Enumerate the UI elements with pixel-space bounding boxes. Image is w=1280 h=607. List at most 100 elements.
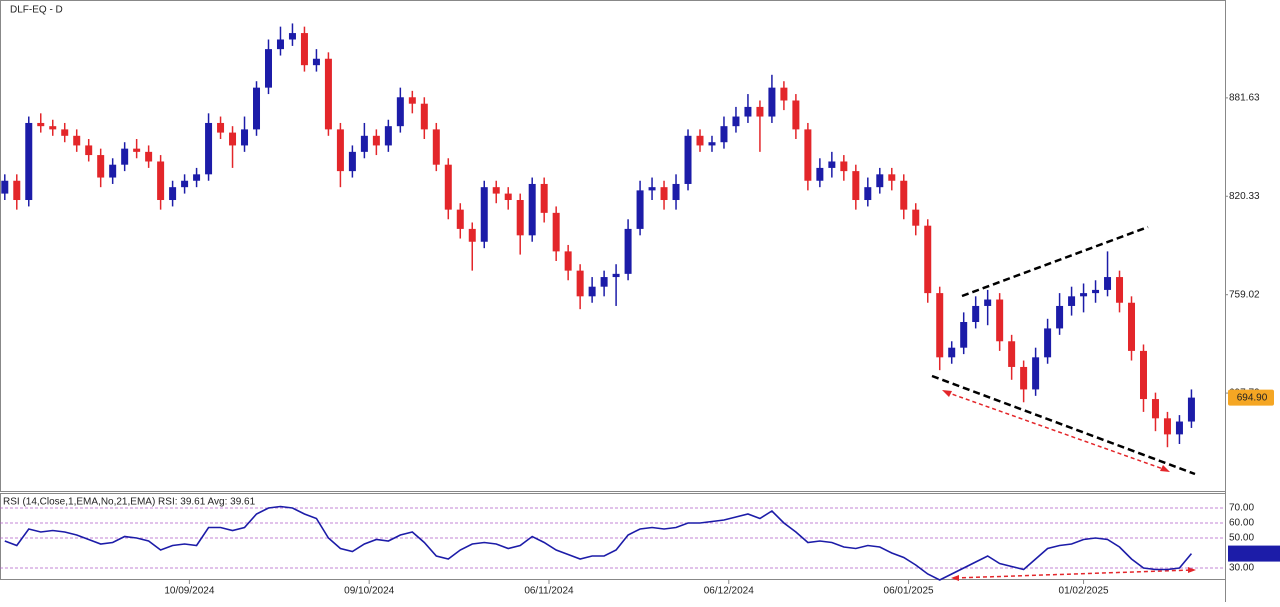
candle-body [348,151,356,172]
x-tick-label: 09/10/2024 [344,586,394,597]
y-tick-label: 50.00 [1229,533,1254,544]
candle-body [540,183,548,213]
x-tick-label: 06/12/2024 [704,586,754,597]
candle-body [912,209,920,226]
candle-body [73,135,81,146]
candle-body [528,183,536,236]
candle-body [61,129,69,136]
candle-body [936,293,944,358]
candle-body [109,164,117,178]
candle-body [336,129,344,172]
last-price-label: 694.90 [1237,392,1268,403]
candle-body [1116,277,1124,303]
candle-body [840,161,848,172]
arrow-head [1188,567,1196,573]
candle-body [85,145,93,156]
candle-body [552,212,560,252]
candle-body [888,174,896,181]
candle-body [97,155,105,178]
candle-body [816,167,824,181]
candle-body [1044,328,1052,358]
arrow-head [942,390,952,397]
candle-body [948,347,956,358]
candle-body [193,174,201,181]
candle-body [828,161,836,168]
candle-body [852,171,860,201]
candle-body [708,142,716,146]
candle-body [972,305,980,323]
candle-body [253,87,261,130]
candle-body [1008,341,1016,367]
last-price-box [1228,389,1274,406]
y-tick-label: 759.02 [1229,289,1260,300]
candle-body [732,116,740,127]
candle-body [780,87,788,101]
candle-body [468,228,476,242]
candle-body [588,286,596,297]
candle-body [996,299,1004,342]
candle-body [960,322,968,348]
candle-body [756,106,764,117]
candle-body [612,273,620,278]
arrow-head [951,575,959,581]
candle-body [133,148,141,152]
y-tick-label: 881.63 [1229,93,1260,104]
candle-body [696,135,704,146]
candle-body [432,129,440,165]
candle-body [1163,418,1171,435]
candle-body [1151,399,1159,419]
candle-body [1175,421,1183,435]
y-tick-label: 60.00 [1229,518,1254,529]
candle-body [396,97,404,127]
candle-body [720,126,728,143]
candle-body [288,33,296,40]
candle-body [624,228,632,274]
candle-body [1068,296,1076,306]
candle-body [37,122,45,127]
candle-body [1128,302,1136,351]
candle-body [924,225,932,294]
candle-body [384,126,392,146]
candle-body [13,180,21,201]
candle-body [1187,397,1195,422]
candle-body [241,129,249,146]
candle-body [1020,366,1028,390]
candle-body [1056,305,1064,329]
candle-body [360,135,368,152]
candle-body [804,129,812,181]
candle-body [672,183,680,201]
candle-body [744,106,752,117]
candle-body [181,180,189,188]
y-tick-label: 70.00 [1229,503,1254,514]
price-panel [0,0,1226,492]
candle-body [900,180,908,210]
candle-body [516,200,524,236]
candle-body [49,126,57,130]
rsi-last-box [1228,545,1280,562]
candle-body [480,187,488,242]
y-tick-label: 30.00 [1229,563,1254,574]
candle-body [600,277,608,287]
candle-body [444,164,452,210]
x-tick-label: 06/11/2024 [524,586,574,597]
candle-body [492,187,500,194]
rsi-line [4,505,1193,581]
candle-body [984,299,992,306]
candle-body [420,103,428,130]
x-tick-label: 06/01/2025 [884,586,934,597]
candle-body [1092,289,1100,294]
candle-body [276,39,284,50]
candle-body [229,132,237,146]
candle-body [312,58,320,66]
candle-body [456,209,464,229]
arrow [954,569,1193,579]
candle-body [408,97,416,104]
candle-body [1032,357,1040,390]
annotations [931,225,1196,581]
chart-title: DLF-EQ - D [10,5,63,16]
trendline [961,225,1149,298]
candle-body [121,148,129,165]
candle-body [564,251,572,271]
